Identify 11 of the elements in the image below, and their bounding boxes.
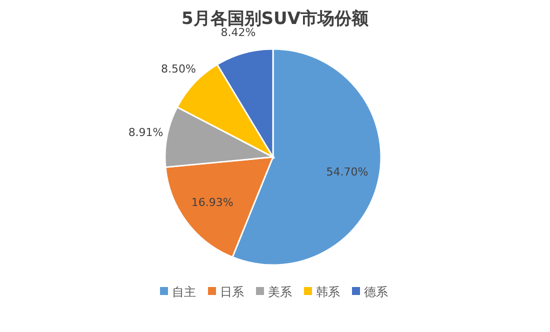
chart-title: 5月各国别SUV市场份额 bbox=[181, 9, 370, 29]
legend-label: 韩系 bbox=[316, 285, 340, 299]
legend-label: 德系 bbox=[364, 285, 388, 299]
data-label: 8.91% bbox=[128, 126, 164, 140]
legend-label: 自主 bbox=[172, 285, 196, 299]
data-label: 8.50% bbox=[161, 62, 196, 76]
legend-label: 美系 bbox=[268, 285, 292, 299]
legend-label: 日系 bbox=[220, 285, 244, 299]
data-label: 54.70% bbox=[326, 165, 368, 178]
data-label: 16.93% bbox=[191, 196, 234, 210]
data-label: 8.42% bbox=[220, 26, 256, 40]
